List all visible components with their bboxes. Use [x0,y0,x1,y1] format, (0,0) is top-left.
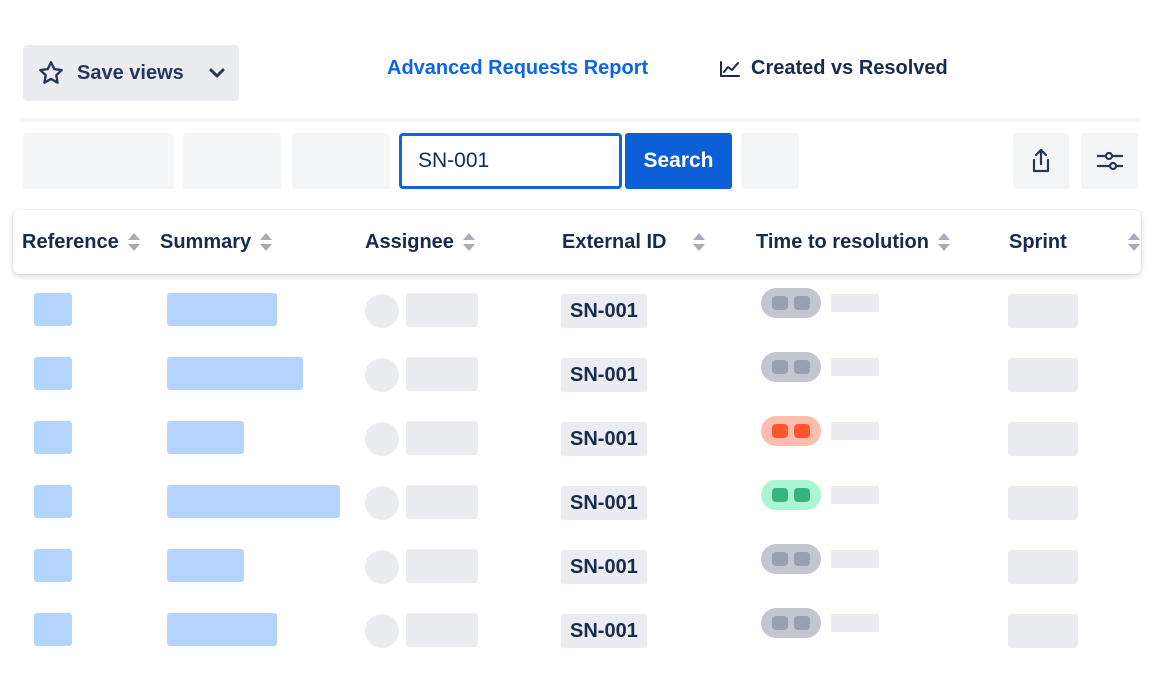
assignee-name [406,357,478,391]
summary-cell[interactable] [167,421,244,454]
time-remaining [831,486,879,504]
sort-icon [462,232,476,252]
avatar [365,422,399,456]
filter-placeholder-4[interactable] [741,133,799,189]
assignee-name [406,613,478,647]
table-header: Reference Summary Assignee External ID T… [13,210,1141,274]
sort-icon [692,232,706,252]
reference-cell[interactable] [34,293,72,326]
sort-icon [1127,232,1141,252]
sla-status-dot [772,616,788,630]
sprint-cell [1008,550,1078,584]
reference-cell[interactable] [34,357,72,390]
reference-cell[interactable] [34,485,72,518]
assignee-name [406,293,478,327]
assignee-name [406,421,478,455]
sla-status-neutral [761,352,821,382]
avatar [365,614,399,648]
share-icon [1030,148,1052,174]
column-header-time-to-resolution[interactable]: Time to resolution [756,210,951,274]
sla-status-neutral [761,544,821,574]
summary-cell[interactable] [167,549,244,582]
external-id-cell: SN-001 [561,614,647,648]
summary-cell[interactable] [167,357,303,390]
column-label: Time to resolution [756,230,929,253]
save-views-label: Save views [77,61,184,84]
line-chart-icon [719,60,741,78]
avatar [365,486,399,520]
reference-cell[interactable] [34,421,72,454]
assignee-name [406,485,478,519]
column-header-sprint[interactable]: Sprint [1009,210,1141,274]
column-label: Reference [22,230,119,253]
sort-icon [259,232,273,252]
sla-status-neutral [761,608,821,638]
time-remaining [831,614,879,632]
reference-cell[interactable] [34,549,72,582]
sla-status-dot [772,552,788,566]
column-header-summary[interactable]: Summary [160,210,273,274]
column-label: External ID [562,230,667,253]
sla-status-dot [794,360,810,374]
chevron-down-icon [208,67,226,79]
toolbar-divider [20,118,1140,122]
time-remaining [831,422,879,440]
settings-button[interactable] [1081,133,1138,189]
sla-status-dot [794,616,810,630]
avatar [365,358,399,392]
column-label: Assignee [365,230,454,253]
column-label: Summary [160,230,252,253]
time-remaining [831,550,879,568]
sla-status-dot [794,296,810,310]
assignee-name [406,549,478,583]
sliders-icon [1096,151,1124,171]
sprint-cell [1008,294,1078,328]
reference-cell[interactable] [34,613,72,646]
external-id-cell: SN-001 [561,422,647,456]
sprint-cell [1008,614,1078,648]
filter-placeholder-2[interactable] [183,133,281,189]
time-remaining [831,294,879,312]
created-vs-resolved-link[interactable]: Created vs Resolved [719,57,948,80]
column-header-external-id[interactable]: External ID [562,210,706,274]
avatar [365,550,399,584]
column-header-assignee[interactable]: Assignee [365,210,476,274]
sla-status-breached [761,416,821,446]
sla-status-dot [772,360,788,374]
search-button[interactable]: Search [625,133,732,189]
summary-cell[interactable] [167,293,277,326]
sla-status-dot [794,424,810,438]
star-icon [37,59,65,87]
export-button[interactable] [1013,133,1069,189]
sla-status-dot [772,296,788,310]
summary-cell[interactable] [167,485,340,518]
save-views-button[interactable]: Save views [23,45,239,101]
sla-status-dot [794,552,810,566]
column-label: Sprint [1009,230,1067,253]
avatar [365,294,399,328]
created-vs-resolved-label: Created vs Resolved [751,57,948,79]
external-id-cell: SN-001 [561,550,647,584]
filter-placeholder-3[interactable] [292,133,390,189]
sla-status-dot [772,488,788,502]
sprint-cell [1008,422,1078,456]
summary-cell[interactable] [167,613,277,646]
external-id-cell: SN-001 [561,358,647,392]
external-id-cell: SN-001 [561,486,647,520]
sla-status-dot [772,424,788,438]
column-header-reference[interactable]: Reference [22,210,141,274]
filter-placeholder-1[interactable] [23,133,174,189]
advanced-requests-report-link[interactable]: Advanced Requests Report [387,57,649,79]
sprint-cell [1008,358,1078,392]
sla-status-met [761,480,821,510]
sort-icon [127,232,141,252]
search-input[interactable] [399,133,622,189]
sort-icon [937,232,951,252]
sprint-cell [1008,486,1078,520]
time-remaining [831,358,879,376]
external-id-cell: SN-001 [561,294,647,328]
sla-status-dot [794,488,810,502]
sla-status-neutral [761,288,821,318]
